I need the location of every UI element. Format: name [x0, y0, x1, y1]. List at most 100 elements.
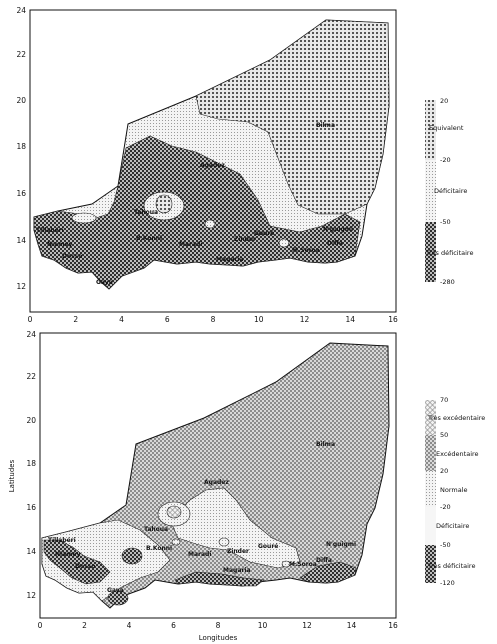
map2-x-tick: 4: [127, 621, 132, 630]
map1-y-tick: 20: [16, 96, 26, 105]
map2-y-tick: 22: [26, 372, 36, 381]
map2-city-label: Dosso: [75, 563, 95, 570]
map2-legend-value: -120: [440, 579, 455, 587]
map2-zone-tres-deficitaire-south: [174, 571, 265, 587]
map1-island-small: [204, 219, 216, 229]
map2-city-label: Diffa: [316, 557, 332, 564]
map2-city-label: Zinder: [227, 548, 249, 555]
map2-city-label: M.Soroa: [289, 561, 317, 568]
map1-y-tick: 16: [16, 189, 26, 198]
map1-city-label: Bilma: [316, 122, 335, 129]
map2-legend-swatch-tres-excedentaire: [425, 400, 436, 435]
map1-city-label: Diffa: [327, 240, 343, 247]
map2-zone-tres-deficitaire-dosso: [121, 547, 143, 565]
map1-x-axis: 0 2 4 6 8 10 12 14 16: [28, 315, 398, 324]
map-panel-1: 0 2 4 6 8 10 12 14 16 12 14 16 18 20 22 …: [16, 6, 473, 324]
map1-legend-class: Très déficitaire: [425, 249, 473, 257]
map1-city-label: Zinder: [234, 236, 256, 243]
map1-y-tick: 22: [16, 50, 26, 59]
map1-x-tick: 16: [388, 315, 398, 324]
map2-city-label: N'guigmi: [326, 541, 356, 548]
map1-x-tick: 6: [165, 315, 170, 324]
map2-x-axis-title: Longitudes: [199, 634, 238, 642]
map2-legend-swatch-normale: [425, 471, 436, 507]
map2-legend-swatch-excedentaire: [425, 435, 436, 471]
map2-x-axis: 0 2 4 6 8 10 12 14 16: [38, 621, 398, 630]
map2-x-tick: 2: [82, 621, 87, 630]
map2-y-tick: 20: [26, 416, 36, 425]
map2-city-label: Bilma: [316, 441, 335, 448]
map1-legend-class: Equivalent: [429, 124, 464, 132]
map1-city-label: Tahoua: [134, 209, 158, 216]
map1-island-tahoua-core: [155, 194, 173, 214]
map1-x-tick: 4: [119, 315, 124, 324]
map2-legend-value: 20: [440, 467, 448, 475]
map2-zone-tres-deficitaire-west: [43, 539, 111, 585]
map2-city-label: Tahoua: [144, 526, 168, 533]
map1-x-tick: 14: [345, 315, 355, 324]
map2-contour-small: [171, 538, 181, 546]
map2-legend-value: 70: [440, 396, 448, 404]
map1-city-label: Agadez: [200, 162, 225, 169]
map2-y-tick: 14: [26, 547, 36, 556]
map2-legend-class: Excédentaire: [436, 450, 479, 458]
map2-x-tick: 8: [216, 621, 221, 630]
map2-x-tick: 10: [258, 621, 268, 630]
map1-city-label: M.Soroa: [292, 247, 320, 254]
map2-y-tick: 24: [26, 330, 36, 339]
map2-city-label: Niamey: [55, 551, 80, 558]
map2-city-label: Gaya: [107, 587, 124, 594]
map2-legend-class: Très déficitaire: [427, 562, 475, 570]
map2-y-tick: 16: [26, 503, 36, 512]
map2-contour-small: [218, 537, 230, 547]
map2-city-label: Magaria: [223, 567, 250, 574]
map1-y-axis: 12 14 16 18 20 22 24: [16, 6, 26, 291]
map1-city-label: Gaya: [96, 279, 113, 286]
map1-city-label: Tillabéri: [36, 227, 64, 234]
map1-city-label: B.Konni: [136, 235, 162, 242]
map2-legend-swatch-deficitaire: [425, 507, 436, 545]
map1-legend-swatch-tres-deficitaire: [425, 222, 436, 282]
map2-legend-value: -20: [440, 503, 451, 511]
map1-cities: Bilma Agadez Tahoua Tillabéri Niamey Dos…: [36, 122, 353, 286]
map2-x-tick: 0: [38, 621, 43, 630]
map2-legend-class: Très excédentaire: [427, 414, 485, 422]
map2-contour-small: [281, 560, 291, 568]
map1-legend-value: -50: [440, 218, 451, 226]
map1-city-label: Gouré: [254, 230, 274, 237]
map1-y-tick: 24: [16, 6, 26, 15]
map1-legend-value: -20: [440, 156, 451, 164]
map1-island-west: [71, 212, 97, 224]
map-panel-2: 0 2 4 6 8 10 12 14 16 12 14 16 18 20 22 …: [8, 330, 485, 642]
map2-city-label: Tillabéri: [48, 537, 76, 544]
map2-contour-tahoua-inner: [166, 505, 182, 519]
map2-x-tick: 12: [302, 621, 312, 630]
map1-zone-equivalent: [195, 19, 390, 215]
map2-y-axis-title: Latitudes: [8, 459, 16, 492]
map1-x-tick: 8: [211, 315, 216, 324]
map2-legend-value: -50: [440, 541, 451, 549]
map2-zone-tres-deficitaire-gaya: [107, 590, 129, 606]
map2-x-tick: 6: [171, 621, 176, 630]
map2-legend-value: 50: [440, 431, 448, 439]
map2-x-tick: 14: [347, 621, 357, 630]
map2-zone-normale-west: [41, 519, 171, 602]
map2-x-tick: 16: [388, 621, 398, 630]
map2-y-tick: 18: [26, 459, 36, 468]
map1-x-tick: 12: [300, 315, 310, 324]
map2-city-label: Agadez: [204, 479, 229, 486]
map1-legend-swatch-equivalent: [425, 100, 436, 160]
map1-city-label: Dosso: [62, 253, 82, 260]
map2-legend-class: Normale: [440, 486, 468, 494]
map1-legend-swatch-deficitaire: [425, 160, 436, 222]
map1-y-tick: 12: [16, 282, 26, 291]
map1-legend-class: Déficitaire: [434, 187, 467, 195]
map2-y-axis: 12 14 16 18 20 22 24: [26, 330, 36, 600]
map2-zone-normale: [169, 487, 301, 569]
map1-y-tick: 18: [16, 142, 26, 151]
map1-city-label: Niamey: [47, 241, 72, 248]
map1-x-tick: 2: [73, 315, 78, 324]
map1-island-goure: [278, 238, 290, 248]
map1-city-label: N'guigmi: [323, 226, 353, 233]
